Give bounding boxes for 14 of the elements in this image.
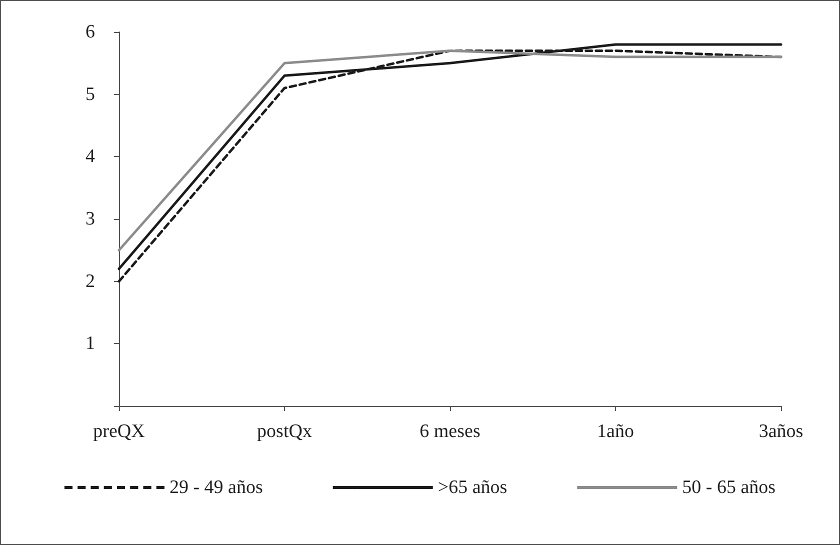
legend-label: 29 - 49 años	[169, 477, 263, 498]
x-tick-label: preQX	[93, 421, 146, 442]
legend-label: 50 - 65 años	[682, 477, 776, 498]
y-tick-label: 2	[86, 270, 95, 292]
x-tick-label: 1año	[597, 421, 634, 442]
x-tick-label: 3años	[758, 421, 804, 442]
x-tick-label: 6 meses	[420, 421, 480, 442]
y-tick-label: 5	[86, 84, 95, 105]
y-tick-label: 1	[86, 333, 95, 354]
legend-label: >65 años	[438, 477, 508, 498]
y-tick-label: 6	[86, 22, 95, 42]
y-tick-label: 3	[86, 208, 95, 230]
x-tick-label: postQx	[257, 421, 312, 442]
y-tick-label: 4	[86, 146, 96, 168]
